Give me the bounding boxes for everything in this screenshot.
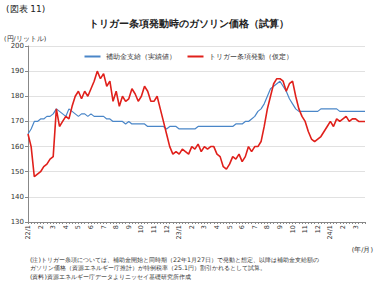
svg-text:5: 5 <box>226 225 234 229</box>
svg-text:ガソリン価格（資源エネルギー庁推計）が特例税率（25.1円）: ガソリン価格（資源エネルギー庁推計）が特例税率（25.1円）割引かれるとして試算… <box>30 264 266 272</box>
svg-text:22/1: 22/1 <box>24 225 32 240</box>
svg-text:5: 5 <box>74 225 82 229</box>
svg-text:2: 2 <box>37 225 45 229</box>
svg-text:140: 140 <box>11 193 24 201</box>
svg-text:180: 180 <box>11 92 24 100</box>
svg-text:160: 160 <box>11 143 24 151</box>
svg-text:11: 11 <box>150 225 158 233</box>
svg-text:8: 8 <box>112 225 120 229</box>
svg-text:11: 11 <box>301 225 309 233</box>
svg-text:200: 200 <box>11 42 24 50</box>
svg-text:トリガー条項発動（仮定）: トリガー条項発動（仮定） <box>209 53 293 61</box>
svg-text:10: 10 <box>289 225 297 233</box>
svg-text:24/1: 24/1 <box>326 225 334 240</box>
svg-text:トリガー条項発動時のガソリン価格（試算）: トリガー条項発動時のガソリン価格（試算） <box>89 18 289 29</box>
svg-text:(年/月): (年/月) <box>352 246 373 254</box>
svg-text:8: 8 <box>263 225 271 229</box>
svg-text:2: 2 <box>188 225 196 229</box>
svg-text:12: 12 <box>163 225 171 233</box>
svg-text:190: 190 <box>11 67 24 75</box>
svg-text:12: 12 <box>314 225 322 233</box>
svg-text:2: 2 <box>339 225 347 229</box>
svg-text:4: 4 <box>62 225 70 229</box>
svg-text:6: 6 <box>238 225 246 229</box>
svg-text:23/1: 23/1 <box>175 225 183 240</box>
svg-text:(注)トリガー条項については、補助金開始と同時期（22年1月: (注)トリガー条項については、補助金開始と同時期（22年1月27日）で発動と想定… <box>30 256 319 264</box>
svg-text:(図表 11): (図表 11) <box>6 4 45 14</box>
svg-text:9: 9 <box>276 225 284 229</box>
svg-text:(円/リットル): (円/リットル) <box>4 34 47 43</box>
svg-text:130: 130 <box>11 218 24 226</box>
svg-text:6: 6 <box>87 225 95 229</box>
svg-text:10: 10 <box>137 225 145 233</box>
svg-text:7: 7 <box>100 225 108 229</box>
svg-text:7: 7 <box>251 225 259 229</box>
svg-text:3: 3 <box>200 225 208 229</box>
svg-text:補助金支給（実績値）: 補助金支給（実績値） <box>106 53 176 61</box>
svg-text:150: 150 <box>11 168 24 176</box>
svg-text:3: 3 <box>352 225 360 229</box>
svg-text:4: 4 <box>213 225 221 229</box>
svg-text:9: 9 <box>125 225 133 229</box>
svg-text:3: 3 <box>49 225 57 229</box>
svg-text:170: 170 <box>11 117 24 125</box>
svg-text:(資料)資源エネルギー庁データよりニッセイ基礎研究所作成: (資料)資源エネルギー庁データよりニッセイ基礎研究所作成 <box>30 273 191 281</box>
